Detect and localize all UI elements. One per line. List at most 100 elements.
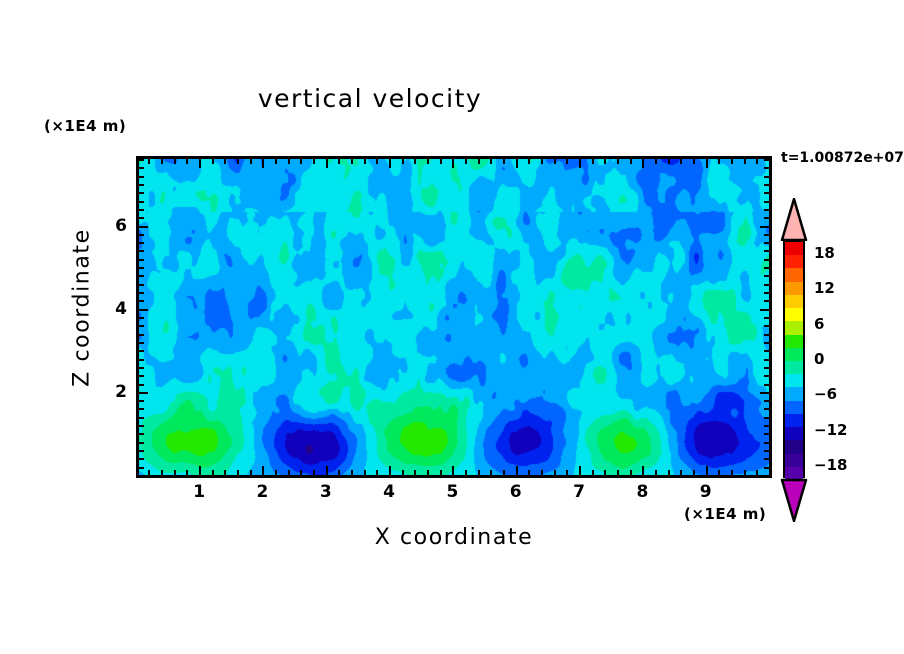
- colorbar-band: [785, 361, 803, 375]
- axis-tick: [376, 470, 378, 475]
- axis-tick: [199, 159, 201, 168]
- axis-tick: [139, 350, 144, 352]
- axis-tick: [376, 159, 378, 164]
- axis-tick: [630, 159, 632, 164]
- colorbar-band: [785, 281, 803, 296]
- axis-tick: [760, 309, 769, 311]
- axis-tick: [440, 159, 442, 164]
- axis-tick: [764, 209, 769, 211]
- axis-tick: [427, 159, 429, 164]
- axis-tick: [161, 159, 163, 164]
- axis-tick: [174, 159, 176, 164]
- contour-plot-area: [136, 156, 772, 478]
- axis-tick: [503, 470, 505, 475]
- axis-tick: [566, 470, 568, 475]
- axis-tick: [541, 159, 543, 164]
- axis-tick: [427, 470, 429, 475]
- axis-tick: [300, 159, 302, 164]
- axis-tick: [139, 334, 144, 336]
- axis-tick: [139, 284, 144, 286]
- axis-tick: [764, 242, 769, 244]
- x-tick-label: 3: [319, 482, 332, 502]
- colorbar-tick-label: −6: [814, 385, 838, 404]
- axis-tick: [139, 250, 144, 252]
- axis-tick: [237, 159, 239, 164]
- colorbar-band: [785, 242, 803, 256]
- axis-tick: [139, 259, 144, 261]
- colorbar-band: [785, 387, 803, 402]
- x-axis-unit-label: (×1E4 m): [684, 505, 767, 523]
- axis-tick: [528, 470, 530, 475]
- axis-tick: [764, 192, 769, 194]
- axis-tick: [186, 470, 188, 475]
- axis-tick: [764, 408, 769, 410]
- axis-tick: [139, 317, 144, 319]
- axis-tick: [338, 470, 340, 475]
- axis-tick: [764, 425, 769, 427]
- axis-tick: [764, 400, 769, 402]
- axis-tick: [764, 417, 769, 419]
- colorbar-tick-label: 18: [814, 244, 835, 263]
- axis-tick: [139, 433, 144, 435]
- axis-tick: [541, 470, 543, 475]
- axis-tick: [139, 292, 144, 294]
- y-axis-unit-label: (×1E4 m): [44, 117, 127, 135]
- axis-tick: [769, 159, 771, 168]
- x-tick-label: 7: [573, 482, 585, 502]
- axis-tick: [326, 159, 328, 168]
- axis-tick: [402, 159, 404, 164]
- axis-tick: [139, 367, 144, 369]
- axis-tick: [139, 417, 144, 419]
- axis-tick: [148, 159, 150, 164]
- axis-tick: [693, 470, 695, 475]
- colorbar-band: [785, 255, 803, 270]
- axis-tick: [139, 309, 148, 311]
- axis-tick: [139, 267, 144, 269]
- axis-tick: [764, 334, 769, 336]
- axis-tick: [706, 159, 708, 168]
- axis-tick: [139, 408, 144, 410]
- y-tick-label: 2: [115, 381, 127, 402]
- x-axis-title: X coordinate: [374, 525, 534, 550]
- axis-tick: [516, 159, 518, 168]
- axis-tick: [764, 375, 769, 377]
- axis-tick: [313, 159, 315, 164]
- axis-tick: [139, 400, 144, 402]
- axis-tick: [760, 226, 769, 228]
- axis-tick: [604, 470, 606, 475]
- axis-tick: [364, 470, 366, 475]
- axis-tick: [718, 470, 720, 475]
- y-tick-label: 6: [115, 215, 127, 236]
- axis-tick: [579, 159, 581, 168]
- axis-tick: [139, 275, 144, 277]
- axis-tick: [212, 159, 214, 164]
- axis-tick: [490, 470, 492, 475]
- axis-tick: [764, 317, 769, 319]
- colorbar-band: [785, 440, 803, 455]
- axis-tick: [764, 259, 769, 261]
- axis-tick: [764, 367, 769, 369]
- axis-tick: [579, 466, 581, 475]
- axis-tick: [478, 470, 480, 475]
- axis-tick: [139, 467, 144, 469]
- axis-tick: [764, 450, 769, 452]
- axis-tick: [139, 209, 144, 211]
- axis-tick: [139, 392, 148, 394]
- axis-tick: [731, 470, 733, 475]
- axis-tick: [338, 159, 340, 164]
- axis-tick: [516, 466, 518, 475]
- axis-tick: [139, 159, 144, 161]
- axis-tick: [161, 470, 163, 475]
- axis-tick: [300, 470, 302, 475]
- axis-tick: [262, 159, 264, 168]
- axis-tick: [465, 470, 467, 475]
- axis-tick: [764, 359, 769, 361]
- axis-tick: [706, 466, 708, 475]
- axis-tick: [148, 470, 150, 475]
- axis-tick: [237, 470, 239, 475]
- page-title: vertical velocity: [257, 84, 483, 113]
- axis-tick: [389, 466, 391, 475]
- axis-tick: [668, 159, 670, 164]
- axis-tick: [139, 234, 144, 236]
- axis-tick: [764, 292, 769, 294]
